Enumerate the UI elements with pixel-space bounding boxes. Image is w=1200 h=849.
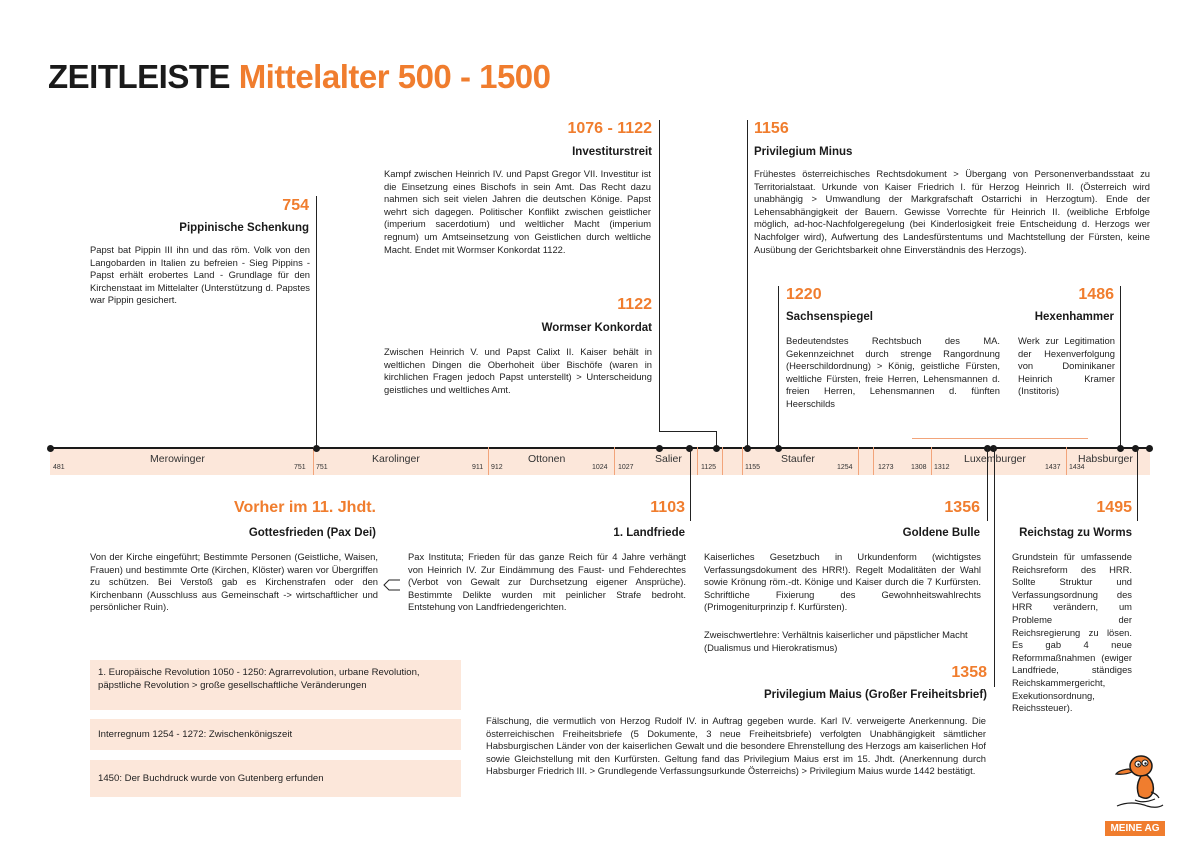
event-before-title: Gottesfrieden (Pax Dei) (248, 527, 376, 539)
logo-text: MEINE AG (1105, 821, 1165, 836)
tick-1254: 1254 (837, 464, 853, 471)
event-1358-title: Privilegium Maius (Großer Freiheitsbrief… (763, 689, 987, 701)
tick-1024: 1024 (592, 464, 608, 471)
era-salier: Salier (655, 453, 682, 465)
event-1103-text: Pax Instituta; Frieden für das ganze Rei… (408, 551, 686, 613)
timeline-axis (50, 447, 1150, 449)
event-754-text: Papst bat Pippin III ihn und das röm. Vo… (90, 244, 310, 306)
event-1358-text: Fälschung, die vermutlich von Herzog Rud… (486, 715, 986, 777)
event-1495-year: 1495 (1096, 499, 1132, 516)
event-1076-year: 1076 - 1122 (567, 120, 652, 137)
event-1220-text: Bedeutendstes Rechtsbuch des MA. Gekennz… (786, 335, 1000, 409)
event-1486-year: 1486 (1078, 286, 1114, 303)
event-1356-text2: Zweischwertlehre: Verhältnis kaiserliche… (704, 629, 968, 653)
era-ottonen: Ottonen (528, 453, 566, 465)
event-1076-title: Investiturstreit (572, 146, 652, 158)
event-1495-text: Grundstein für umfassende Reichsreform d… (1012, 551, 1132, 714)
event-1122-text: Zwischen Heinrich V. und Papst Calixt II… (384, 346, 652, 395)
meine-ag-logo: MEINE AG (1105, 752, 1165, 836)
tick-481: 481 (53, 464, 65, 471)
event-1156-text: Frühestes österreichisches Rechtsdokumen… (754, 168, 1150, 255)
event-1358-connector (994, 447, 995, 687)
event-1495-connector (1137, 447, 1138, 521)
event-1220-year: 1220 (786, 286, 822, 303)
event-before-year: Vorher im 11. Jhdt. (234, 499, 376, 516)
tick-751a: 751 (294, 464, 306, 471)
event-1156-title: Privilegium Minus (754, 146, 853, 158)
event-1356-title: Goldene Bulle (902, 527, 980, 539)
event-1358-year: 1358 (951, 664, 987, 681)
tick-1434: 1434 (1069, 464, 1085, 471)
event-1356-text: Kaiserliches Gesetzbuch in Urkundenform … (704, 551, 981, 613)
timeline-dot (713, 445, 720, 452)
event-1156-connector (747, 120, 748, 447)
timeline-dot (744, 445, 751, 452)
bracket-icon (383, 579, 400, 591)
event-1076-text: Kampf zwischen Heinrich IV. und Papst Gr… (384, 168, 651, 255)
tick-751b: 751 (316, 464, 328, 471)
timeline-band (50, 447, 1150, 475)
event-1486-text: Werk zur Legitimation der Hexenverfolgun… (1018, 335, 1115, 397)
tick-1125: 1125 (701, 464, 717, 471)
timeline-dot (313, 445, 320, 452)
timeline-dot (990, 445, 997, 452)
event-1486-title: Hexenhammer (1034, 311, 1114, 323)
timeline-dot (686, 445, 693, 452)
event-1495-title: Reichstag zu Worms (1019, 527, 1132, 539)
note-box-buchdruck: 1450: Der Buchdruck wurde von Gutenberg … (90, 760, 461, 797)
page-title: ZEITLEISTE Mittelalter 500 - 1500 (48, 58, 551, 96)
timeline-dot (775, 445, 782, 452)
tick-1155: 1155 (745, 464, 761, 471)
timeline-dot (1117, 445, 1124, 452)
title-orange: Mittelalter 500 - 1500 (238, 58, 551, 95)
tick-911: 911 (472, 464, 484, 471)
tick-912: 912 (491, 464, 503, 471)
event-1122-title: Wormser Konkordat (541, 322, 652, 334)
timeline-dot (1146, 445, 1153, 452)
tick-1437: 1437 (1045, 464, 1061, 471)
event-1103-title: 1. Landfriede (613, 527, 685, 539)
tick-1312: 1312 (934, 464, 950, 471)
note-box-revolution: 1. Europäische Revolution 1050 - 1250: A… (90, 660, 461, 710)
event-1356-year: 1356 (944, 499, 980, 516)
event-1486-connector (1120, 286, 1121, 447)
era-staufer: Staufer (781, 453, 815, 465)
event-1103-connector (690, 447, 691, 521)
event-1220-title: Sachsenspiegel (786, 311, 873, 323)
event-1103-year: 1103 (650, 499, 685, 516)
era-karolinger: Karolinger (372, 453, 420, 465)
tick-1308: 1308 (911, 464, 927, 471)
event-1356-connector (987, 447, 988, 521)
event-1076-bracket-end (716, 431, 717, 447)
event-1076-bracket (659, 431, 717, 432)
era-habsburger: Habsburger (1078, 453, 1133, 465)
luxemburger-bracket (912, 438, 1088, 439)
event-before-text: Von der Kirche eingeführt; Bestimmte Per… (90, 551, 378, 613)
event-754-year: 754 (282, 197, 309, 214)
event-1220-connector (778, 286, 779, 447)
timeline-dot (656, 445, 663, 452)
title-black: ZEITLEISTE (48, 58, 231, 95)
timeline-dot (47, 445, 54, 452)
tick-1273: 1273 (878, 464, 894, 471)
era-merowinger: Merowinger (150, 453, 205, 465)
timeline-dot (1132, 445, 1139, 452)
mascot-icon (1114, 755, 1164, 808)
note-box-interregnum: Interregnum 1254 - 1272: Zwischenkönigsz… (90, 719, 461, 750)
event-1122-year: 1122 (617, 296, 652, 313)
tick-1027: 1027 (618, 464, 634, 471)
event-1156-year: 1156 (754, 120, 789, 137)
event-754-title: Pippinische Schenkung (179, 222, 309, 234)
event-1076-connector (659, 120, 660, 431)
event-754-connector (316, 196, 317, 447)
